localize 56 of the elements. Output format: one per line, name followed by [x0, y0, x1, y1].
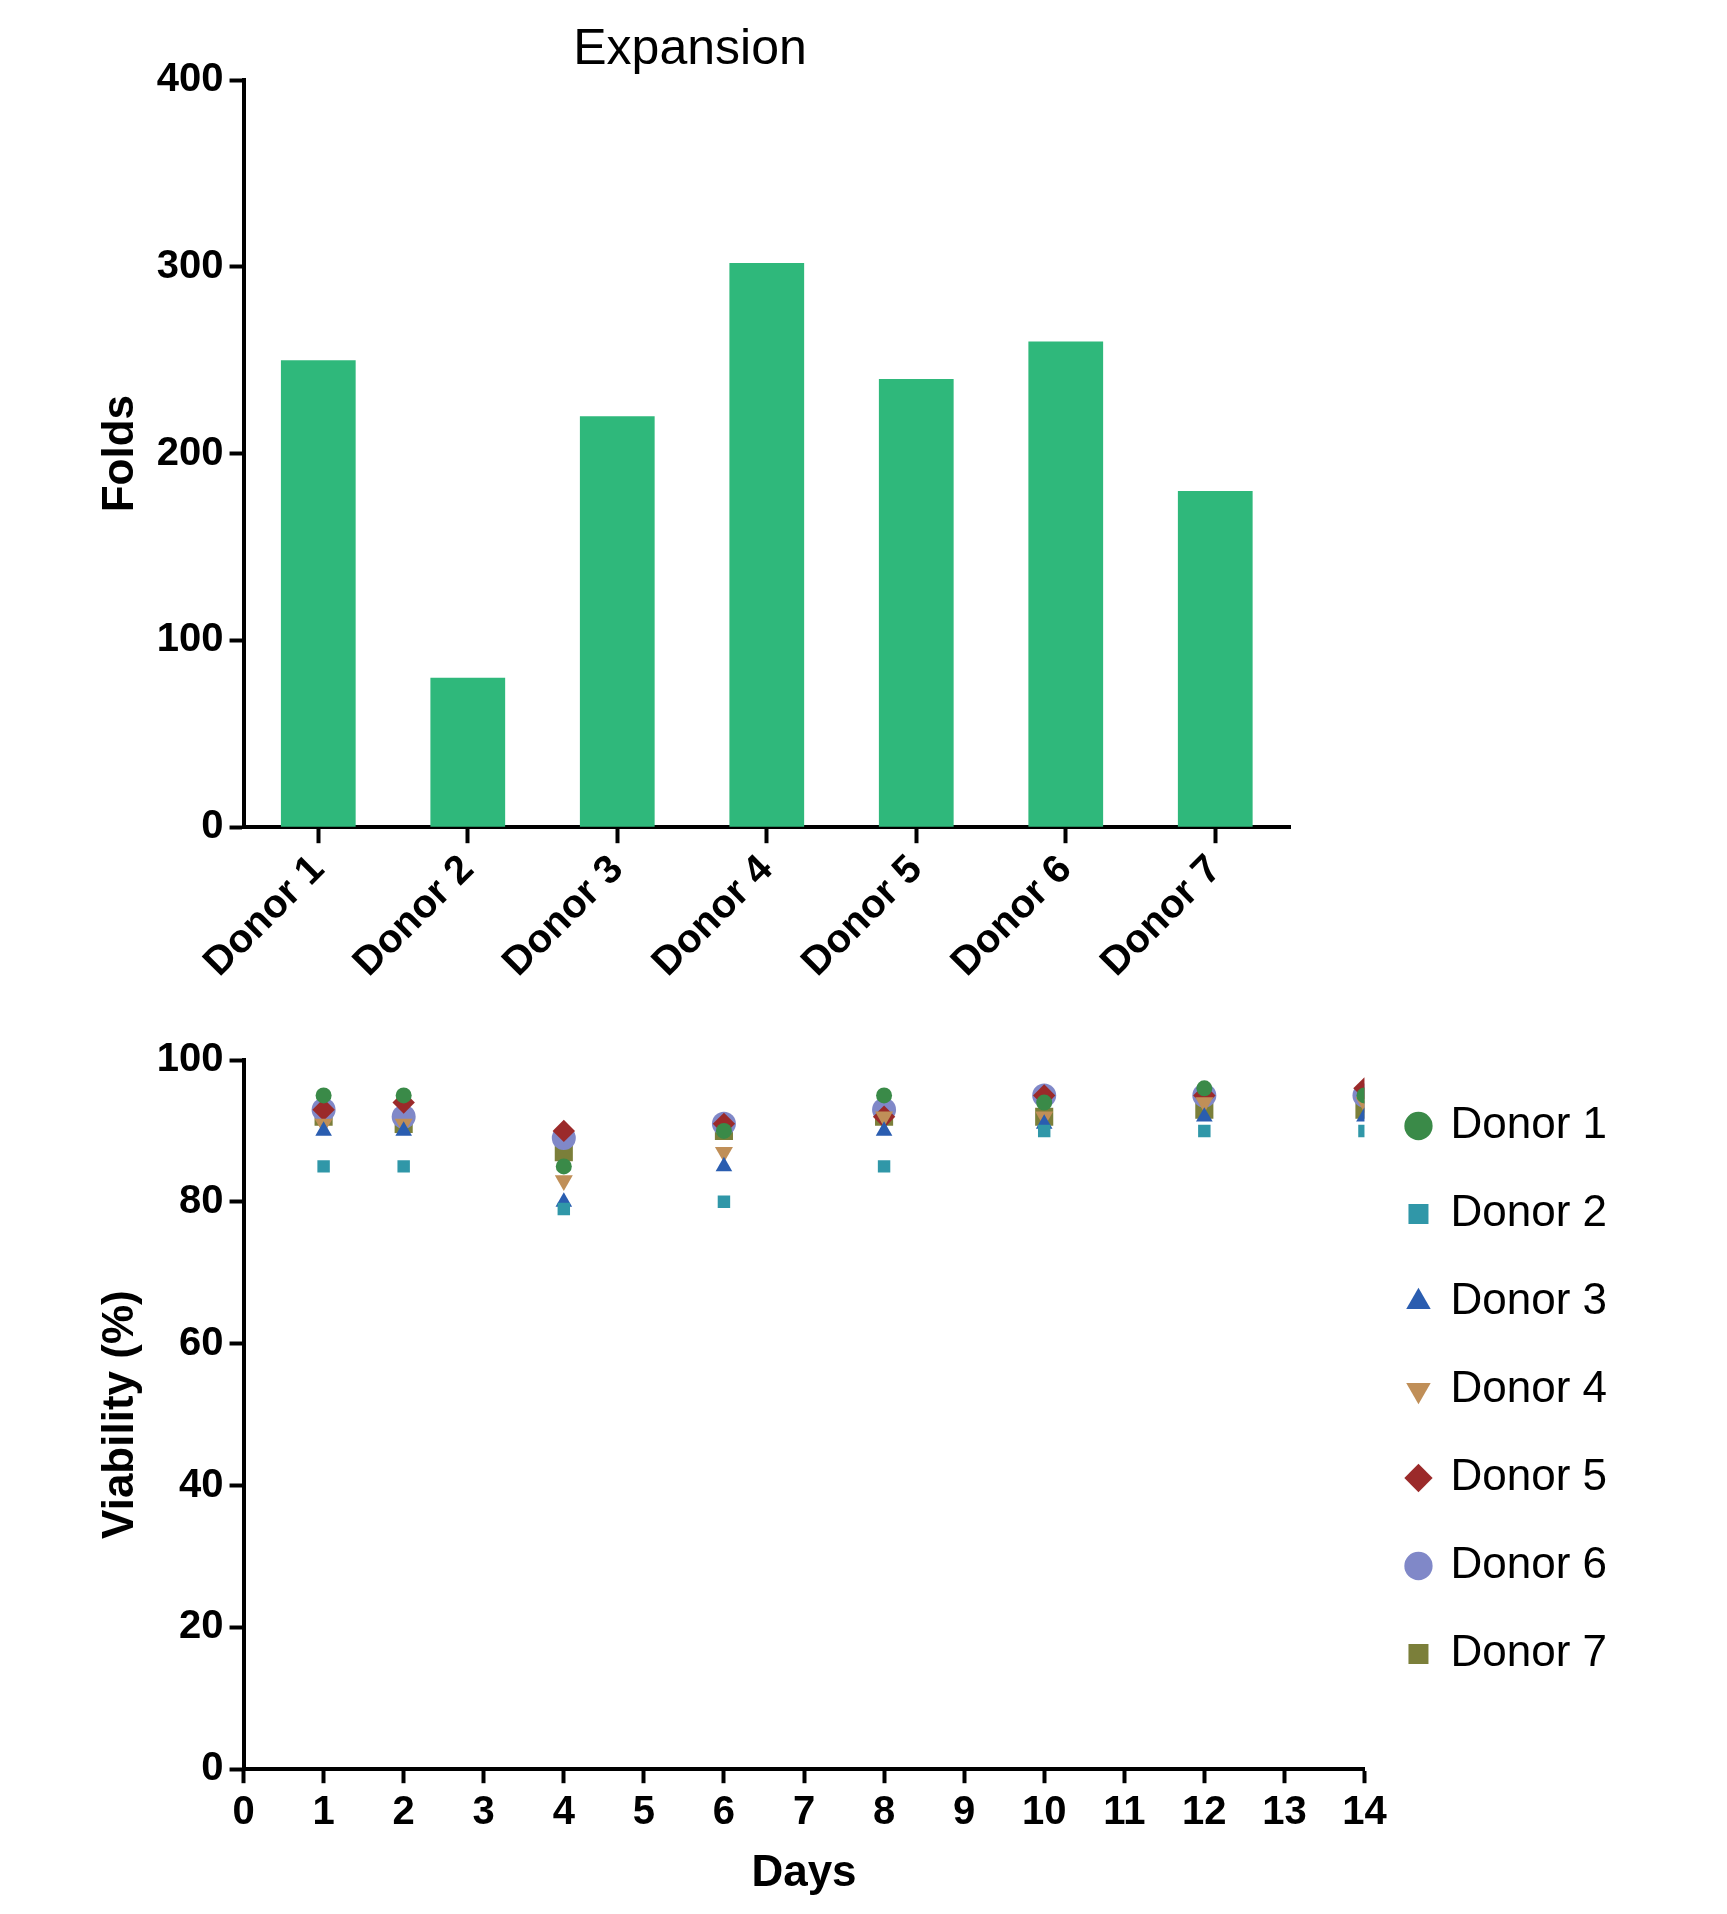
y-tick-label: 300 [156, 241, 224, 286]
x-tick-label: 3 [472, 1788, 495, 1833]
y-tick-label: 20 [179, 1602, 224, 1647]
point [395, 1087, 412, 1104]
x-tick-label: 1 [312, 1788, 335, 1833]
x-axis-title: Days [751, 1845, 857, 1895]
x-tick-label: 13 [1262, 1788, 1307, 1833]
x-tick-label: 14 [1342, 1788, 1388, 1833]
x-tick-label: 2 [392, 1788, 415, 1833]
y-tick-label: 80 [179, 1176, 224, 1221]
bar [579, 416, 655, 827]
x-tick-label: 4 [552, 1788, 576, 1833]
y-tick-label: 60 [179, 1318, 224, 1363]
legend-label: Donor 1 [1450, 1098, 1608, 1148]
x-tick-label: 10 [1021, 1788, 1067, 1833]
legend-label: Donor 6 [1450, 1538, 1608, 1588]
legend-label: Donor 2 [1450, 1186, 1608, 1236]
x-tick-label: 11 [1103, 1788, 1146, 1833]
chart-title: Expansion [573, 18, 807, 75]
point [557, 1202, 571, 1216]
x-tick-label: 5 [632, 1788, 655, 1833]
point [555, 1158, 572, 1175]
y-axis-title: Viability (%) [92, 1290, 142, 1539]
point [876, 1087, 893, 1104]
point [877, 1160, 891, 1173]
y-tick-label: 100 [156, 1035, 224, 1080]
bar [1028, 341, 1104, 827]
y-tick-label: 400 [156, 55, 224, 100]
y-axis-title: Folds [92, 394, 142, 513]
point [552, 1119, 575, 1143]
bar [878, 378, 954, 827]
x-tick-label: 0 [232, 1788, 255, 1833]
y-tick-label: 0 [201, 1744, 224, 1789]
legend-label: Donor 5 [1450, 1450, 1608, 1500]
x-tick-label: 6 [712, 1788, 736, 1833]
point [315, 1087, 332, 1104]
x-tick-label: 12 [1182, 1788, 1227, 1833]
point [1198, 1124, 1211, 1138]
legend-label: Donor 3 [1450, 1274, 1608, 1324]
y-tick-label: 0 [201, 802, 224, 847]
x-tick-label: 7 [792, 1788, 816, 1833]
x-tick-label: 8 [872, 1788, 896, 1833]
x-tick-label: 9 [953, 1788, 976, 1833]
y-tick-label: 100 [156, 615, 224, 660]
y-tick-label: 200 [156, 428, 224, 473]
bar [280, 360, 356, 827]
legend-label: Donor 4 [1450, 1362, 1608, 1412]
point [717, 1195, 731, 1209]
point [397, 1160, 410, 1173]
y-tick-label: 40 [179, 1460, 224, 1505]
point [1037, 1124, 1051, 1138]
point [317, 1160, 330, 1173]
bar [729, 263, 805, 827]
bar [1177, 490, 1253, 827]
bar [430, 677, 506, 827]
legend-label: Donor 7 [1450, 1626, 1608, 1676]
